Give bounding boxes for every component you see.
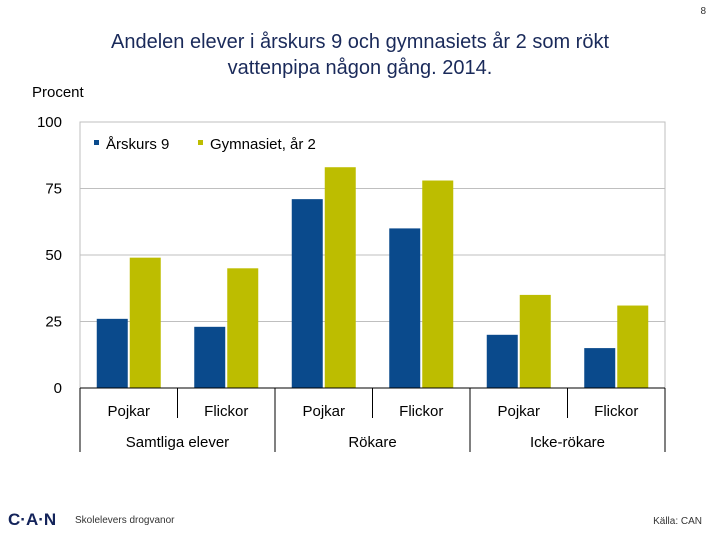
x-tick-label: Pojkar [302,403,345,420]
y-axis-label: Procent [32,84,84,101]
group-label: Icke-rökare [530,434,605,451]
y-tick-label: 75 [45,181,62,198]
x-tick-label: Flickor [594,403,638,420]
footer-subtitle: Skolelevers drogvanor [75,515,175,526]
y-tick-label: 50 [45,247,62,264]
bar-gymnasiet [617,305,649,388]
bar-arskurs9 [584,348,616,388]
x-tick-label: Pojkar [107,403,150,420]
group-label: Rökare [348,434,396,451]
x-tick-label: Pojkar [497,403,540,420]
bar-arskurs9 [194,326,226,388]
legend-swatch-arskurs9 [94,140,99,145]
x-tick-label: Flickor [204,403,248,420]
bar-gymnasiet [129,257,161,388]
bar-arskurs9 [96,318,128,388]
y-tick-label: 100 [37,114,62,131]
bar-gymnasiet [519,294,551,388]
chart-title-line-1: Andelen elever i årskurs 9 och gymnasiet… [111,31,609,53]
bar-gymnasiet [422,180,454,388]
can-logo: C·A·N [8,510,57,529]
y-tick-label: 0 [54,380,62,397]
bar-arskurs9 [486,334,518,388]
chart-title: Andelen elever i årskurs 9 och gymnasiet… [40,29,680,81]
bar-arskurs9 [389,228,421,388]
group-label: Samtliga elever [126,434,229,451]
page-number: 8 [700,6,706,17]
footer-source: Källa: CAN [653,516,702,527]
bar-gymnasiet [324,167,356,388]
bar-arskurs9 [291,199,323,388]
legend-label-gymnasiet: Gymnasiet, år 2 [210,136,316,153]
bar-gymnasiet [227,268,259,388]
chart-title-line-2: vattenpipa någon gång. 2014. [227,57,493,79]
x-tick-label: Flickor [399,403,443,420]
legend-label-arskurs9: Årskurs 9 [106,136,169,153]
y-tick-label: 25 [45,314,62,331]
legend-swatch-gymnasiet [198,140,203,145]
